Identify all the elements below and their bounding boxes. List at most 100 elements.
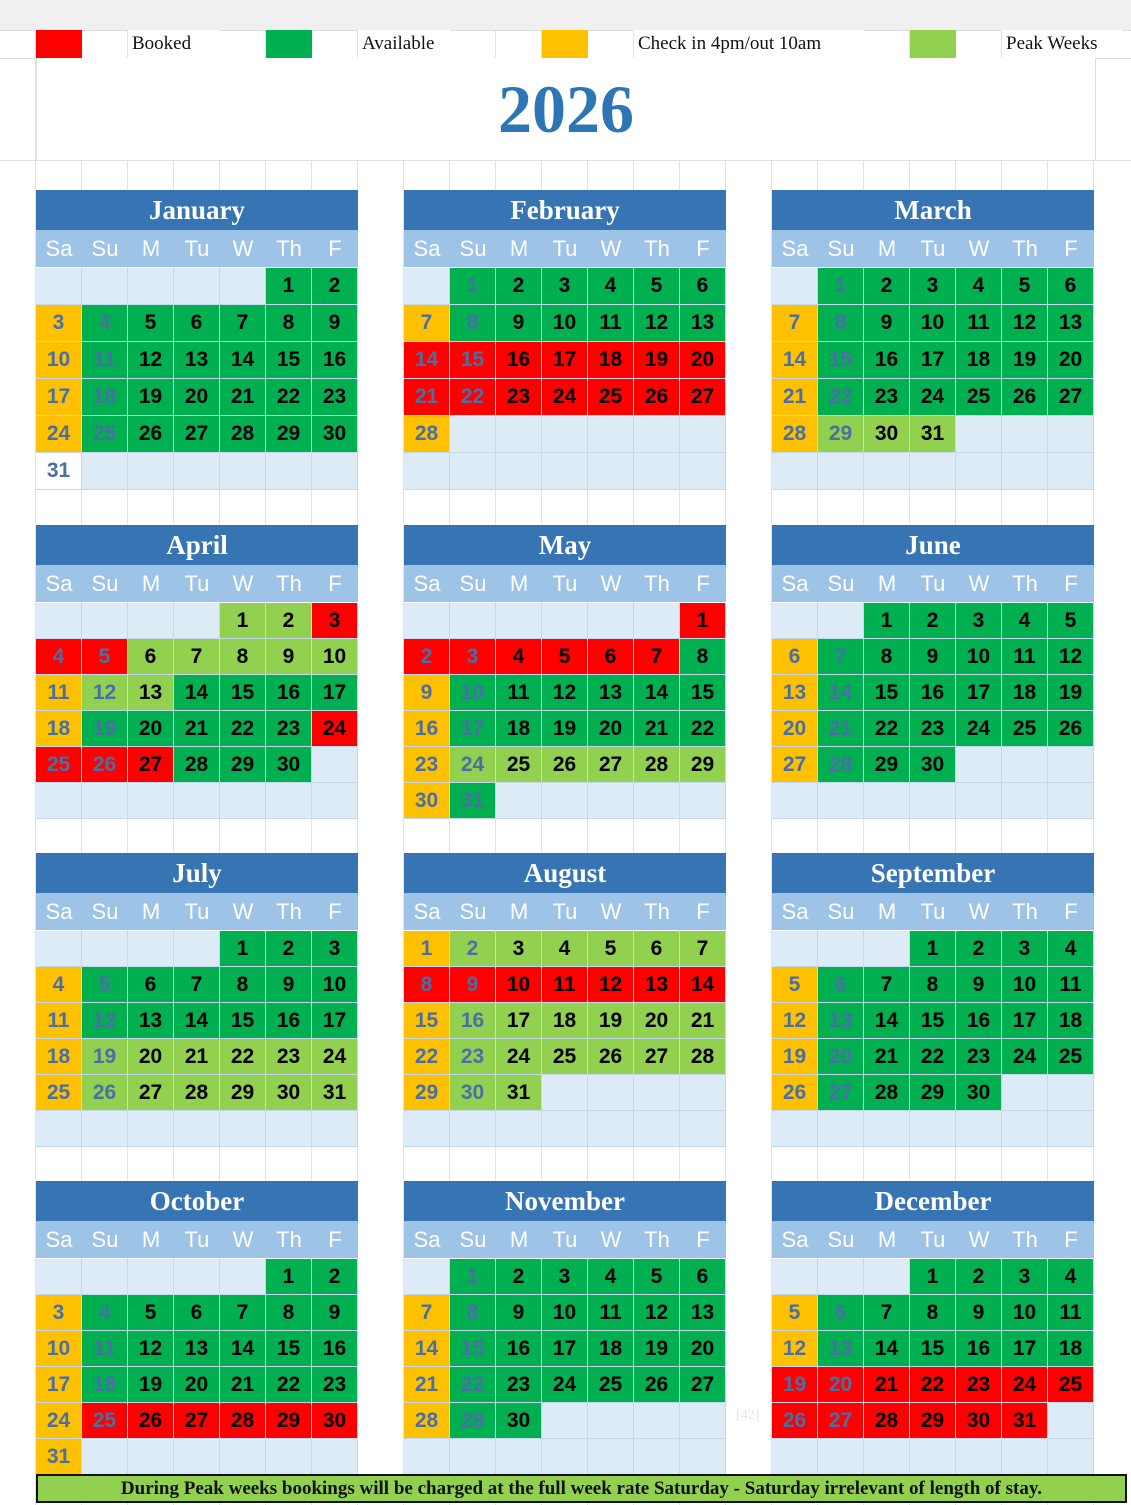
day-cell[interactable]: 28 xyxy=(680,1039,726,1075)
day-cell[interactable]: 1 xyxy=(450,1259,496,1295)
day-cell[interactable]: 20 xyxy=(818,1039,864,1075)
day-cell[interactable]: 6 xyxy=(634,931,680,967)
day-cell[interactable]: 30 xyxy=(312,416,358,453)
day-cell[interactable]: 11 xyxy=(82,342,128,379)
day-cell[interactable]: 5 xyxy=(128,305,174,342)
day-cell[interactable]: 18 xyxy=(588,342,634,379)
day-cell[interactable]: 28 xyxy=(864,1403,910,1439)
day-cell[interactable]: 6 xyxy=(680,268,726,305)
day-cell[interactable]: 14 xyxy=(680,967,726,1003)
day-cell[interactable]: 12 xyxy=(128,342,174,379)
day-cell[interactable]: 21 xyxy=(864,1039,910,1075)
day-cell[interactable]: 11 xyxy=(36,675,82,711)
day-cell[interactable]: 12 xyxy=(82,675,128,711)
day-cell[interactable]: 18 xyxy=(36,711,82,747)
day-cell[interactable]: 4 xyxy=(542,931,588,967)
day-cell[interactable]: 9 xyxy=(910,639,956,675)
day-cell[interactable]: 24 xyxy=(312,1039,358,1075)
day-cell[interactable]: 14 xyxy=(818,675,864,711)
day-cell[interactable]: 3 xyxy=(450,639,496,675)
day-cell[interactable]: 25 xyxy=(496,747,542,783)
day-cell[interactable]: 24 xyxy=(312,711,358,747)
day-cell[interactable]: 15 xyxy=(220,675,266,711)
day-cell[interactable]: 4 xyxy=(82,1295,128,1331)
day-cell[interactable]: 26 xyxy=(128,1403,174,1439)
day-cell[interactable]: 12 xyxy=(82,1003,128,1039)
day-cell[interactable]: 26 xyxy=(542,747,588,783)
day-cell[interactable]: 29 xyxy=(864,747,910,783)
day-cell[interactable]: 10 xyxy=(1002,1295,1048,1331)
day-cell[interactable]: 13 xyxy=(128,675,174,711)
day-cell[interactable]: 12 xyxy=(634,1295,680,1331)
day-cell[interactable]: 3 xyxy=(542,1259,588,1295)
day-cell[interactable]: 13 xyxy=(772,675,818,711)
day-cell[interactable]: 31 xyxy=(496,1075,542,1111)
day-cell[interactable]: 5 xyxy=(128,1295,174,1331)
day-cell[interactable]: 5 xyxy=(1002,268,1048,305)
day-cell[interactable]: 12 xyxy=(542,675,588,711)
day-cell[interactable]: 16 xyxy=(496,1331,542,1367)
day-cell[interactable]: 22 xyxy=(910,1039,956,1075)
day-cell[interactable]: 27 xyxy=(174,416,220,453)
day-cell[interactable]: 12 xyxy=(128,1331,174,1367)
day-cell[interactable]: 28 xyxy=(634,747,680,783)
day-cell[interactable]: 7 xyxy=(680,931,726,967)
day-cell[interactable]: 20 xyxy=(680,1331,726,1367)
day-cell[interactable]: 3 xyxy=(910,268,956,305)
day-cell[interactable]: 21 xyxy=(772,379,818,416)
day-cell[interactable]: 2 xyxy=(956,1259,1002,1295)
day-cell[interactable]: 30 xyxy=(956,1403,1002,1439)
day-cell[interactable]: 15 xyxy=(266,342,312,379)
day-cell[interactable]: 31 xyxy=(910,416,956,453)
day-cell[interactable]: 12 xyxy=(1002,305,1048,342)
day-cell[interactable]: 3 xyxy=(956,603,1002,639)
day-cell[interactable]: 29 xyxy=(450,1403,496,1439)
day-cell[interactable]: 20 xyxy=(128,1039,174,1075)
day-cell[interactable]: 3 xyxy=(36,305,82,342)
day-cell[interactable]: 19 xyxy=(1048,675,1094,711)
day-cell[interactable]: 19 xyxy=(1002,342,1048,379)
day-cell[interactable]: 9 xyxy=(956,1295,1002,1331)
day-cell[interactable]: 16 xyxy=(312,1331,358,1367)
day-cell[interactable]: 22 xyxy=(266,379,312,416)
day-cell[interactable]: 26 xyxy=(82,1075,128,1111)
day-cell[interactable]: 4 xyxy=(588,268,634,305)
day-cell[interactable]: 18 xyxy=(956,342,1002,379)
day-cell[interactable]: 1 xyxy=(910,1259,956,1295)
day-cell[interactable]: 14 xyxy=(864,1331,910,1367)
day-cell[interactable]: 22 xyxy=(680,711,726,747)
day-cell[interactable]: 10 xyxy=(1002,967,1048,1003)
day-cell[interactable]: 24 xyxy=(36,416,82,453)
day-cell[interactable]: 9 xyxy=(864,305,910,342)
day-cell[interactable]: 7 xyxy=(174,639,220,675)
day-cell[interactable]: 5 xyxy=(82,639,128,675)
day-cell[interactable]: 21 xyxy=(220,379,266,416)
day-cell[interactable]: 4 xyxy=(588,1259,634,1295)
day-cell[interactable]: 11 xyxy=(36,1003,82,1039)
day-cell[interactable]: 2 xyxy=(266,931,312,967)
day-cell[interactable]: 6 xyxy=(128,967,174,1003)
day-cell[interactable]: 28 xyxy=(818,747,864,783)
day-cell[interactable]: 16 xyxy=(404,711,450,747)
day-cell[interactable]: 19 xyxy=(82,1039,128,1075)
day-cell[interactable]: 22 xyxy=(266,1367,312,1403)
day-cell[interactable]: 26 xyxy=(634,379,680,416)
day-cell[interactable]: 20 xyxy=(680,342,726,379)
day-cell[interactable]: 27 xyxy=(680,379,726,416)
day-cell[interactable]: 18 xyxy=(1048,1331,1094,1367)
day-cell[interactable]: 23 xyxy=(266,1039,312,1075)
day-cell[interactable]: 17 xyxy=(496,1003,542,1039)
day-cell[interactable]: 2 xyxy=(404,639,450,675)
day-cell[interactable]: 24 xyxy=(542,379,588,416)
day-cell[interactable]: 27 xyxy=(818,1075,864,1111)
day-cell[interactable]: 9 xyxy=(404,675,450,711)
day-cell[interactable]: 16 xyxy=(910,675,956,711)
day-cell[interactable]: 29 xyxy=(220,1075,266,1111)
day-cell[interactable]: 22 xyxy=(220,711,266,747)
day-cell[interactable]: 22 xyxy=(450,379,496,416)
day-cell[interactable]: 16 xyxy=(450,1003,496,1039)
day-cell[interactable]: 23 xyxy=(910,711,956,747)
day-cell[interactable]: 1 xyxy=(818,268,864,305)
day-cell[interactable]: 19 xyxy=(82,711,128,747)
day-cell[interactable]: 3 xyxy=(496,931,542,967)
